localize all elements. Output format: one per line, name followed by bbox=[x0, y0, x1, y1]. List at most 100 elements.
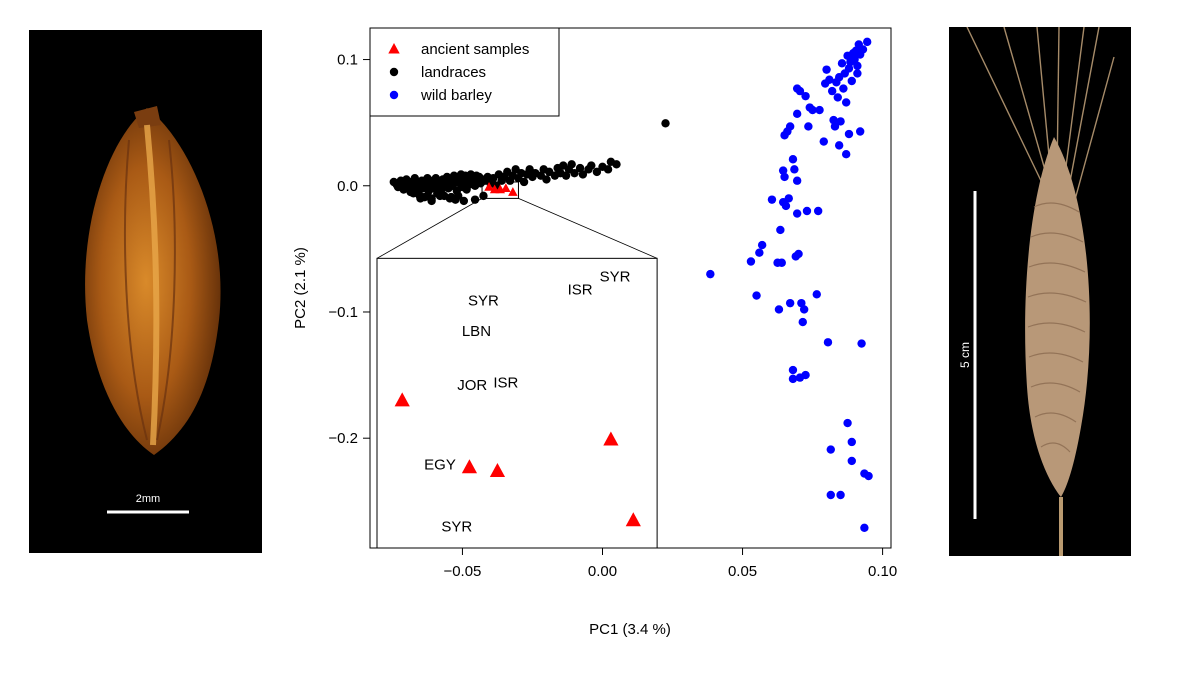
wild-barley-point bbox=[792, 109, 802, 119]
wild-barley-point bbox=[777, 258, 786, 267]
wild-barley-point bbox=[752, 291, 761, 300]
wild-barley-point bbox=[830, 122, 840, 131]
landraces-point bbox=[567, 160, 576, 169]
landraces-point bbox=[578, 170, 588, 179]
wild-barley-point bbox=[808, 105, 817, 115]
inset-country-label: ISR bbox=[493, 375, 518, 392]
landraces-point bbox=[587, 161, 596, 170]
series-ancient-samples bbox=[484, 182, 518, 196]
zoom-connector-left bbox=[376, 198, 483, 259]
wild-barley-point bbox=[827, 86, 837, 96]
series-wild-barley bbox=[706, 37, 873, 533]
x-tick-label: 0.10 bbox=[868, 563, 897, 580]
spike-scale-label: 5 cm bbox=[958, 342, 972, 368]
landraces-point bbox=[435, 191, 445, 201]
x-tick-label: 0.05 bbox=[728, 563, 757, 580]
wild-barley-point bbox=[788, 374, 798, 384]
legend-label: wild barley bbox=[420, 87, 492, 104]
wild-barley-point bbox=[792, 176, 802, 185]
inset-ancient-sample-marker bbox=[603, 431, 619, 446]
wild-barley-point bbox=[857, 339, 866, 348]
wild-barley-point bbox=[794, 249, 803, 259]
y-axis-label: PC2 (2.1 %) bbox=[292, 247, 309, 329]
wild-barley-point bbox=[822, 65, 831, 74]
wild-barley-point bbox=[706, 269, 715, 279]
wild-barley-point bbox=[826, 490, 835, 500]
barley-grain-photo: 2mm bbox=[29, 30, 262, 553]
inset-ancient-sample-marker bbox=[625, 512, 641, 527]
wild-barley-point bbox=[815, 105, 824, 115]
wild-barley-point bbox=[853, 61, 862, 71]
wild-barley-point bbox=[833, 93, 842, 102]
wild-barley-point bbox=[792, 209, 802, 218]
landraces-point bbox=[592, 167, 602, 177]
inset-country-label: EGY bbox=[424, 457, 456, 474]
barley-grain-illustration: 2mm bbox=[85, 106, 221, 514]
grain-scale-label: 2mm bbox=[136, 493, 160, 505]
landraces-point bbox=[603, 165, 613, 174]
landraces-point bbox=[409, 189, 418, 198]
inset-ancient-sample-marker bbox=[489, 463, 506, 478]
y-axis: −0.2 −0.1 0.0 0.1 bbox=[328, 52, 370, 447]
landraces-point bbox=[427, 196, 436, 206]
wild-barley-point bbox=[757, 240, 767, 250]
y-tick-label: 0.0 bbox=[337, 178, 358, 195]
wild-barley-point bbox=[804, 122, 813, 131]
ancient-sample-point bbox=[484, 182, 494, 191]
landraces-point bbox=[542, 175, 551, 184]
wild-barley-point bbox=[812, 290, 821, 299]
landraces-point bbox=[561, 171, 571, 180]
wild-barley-point bbox=[855, 127, 865, 136]
legend-box bbox=[369, 27, 560, 117]
legend-label: landraces bbox=[421, 64, 486, 81]
x-axis: −0.05 0.00 0.05 0.10 bbox=[443, 548, 897, 580]
inset-country-label: JOR bbox=[457, 377, 487, 394]
landraces-point bbox=[459, 196, 469, 206]
wild-barley-point bbox=[841, 150, 851, 159]
inset-frame bbox=[376, 257, 658, 549]
wild-barley-point bbox=[844, 129, 854, 139]
barley-spike-illustration: 5 cm bbox=[958, 27, 1115, 556]
x-tick-label: 0.00 bbox=[588, 563, 617, 580]
wild-barley-point bbox=[826, 445, 835, 454]
wild-barley-point bbox=[767, 195, 777, 204]
wild-barley-point bbox=[834, 141, 844, 150]
wild-barley-point bbox=[836, 490, 845, 500]
wild-barley-point bbox=[746, 257, 756, 266]
landraces-point bbox=[470, 195, 480, 204]
ancient-sample-point bbox=[508, 187, 518, 196]
wild-barley-point bbox=[837, 59, 847, 68]
landraces-point bbox=[661, 119, 670, 128]
wild-barley-point bbox=[858, 45, 868, 54]
wild-barley-point bbox=[788, 365, 798, 375]
y-tick-label: 0.1 bbox=[337, 52, 358, 69]
wild-barley-point bbox=[778, 166, 788, 175]
x-tick-label: −0.05 bbox=[443, 563, 481, 580]
wild-barley-point bbox=[788, 155, 798, 164]
landraces-point bbox=[454, 191, 463, 201]
wild-barley-point bbox=[853, 69, 862, 78]
plot-frame bbox=[369, 27, 892, 549]
barley-spike-photo: 5 cm bbox=[949, 27, 1131, 556]
landraces-point bbox=[479, 191, 488, 201]
landraces-point bbox=[570, 168, 579, 178]
zoom-connector-right bbox=[518, 198, 658, 259]
inset-ancient-sample-marker bbox=[394, 392, 410, 407]
wild-barley-point bbox=[785, 298, 795, 308]
wild-barley-point bbox=[784, 194, 793, 203]
wild-barley-point bbox=[781, 201, 791, 211]
wild-barley-point bbox=[850, 55, 859, 64]
landraces-point bbox=[416, 194, 425, 203]
wild-barley-point bbox=[798, 317, 807, 327]
wild-barley-point bbox=[797, 298, 806, 308]
wild-barley-point bbox=[774, 305, 784, 314]
inset-ancient-sample-marker bbox=[461, 459, 478, 474]
inset-country-label: LBN bbox=[462, 323, 491, 340]
wild-barley-point bbox=[825, 75, 834, 84]
landraces-point bbox=[612, 160, 621, 169]
wild-barley-point bbox=[790, 165, 799, 174]
wild-barley-point bbox=[780, 172, 789, 182]
wild-barley-point bbox=[776, 225, 785, 235]
wild-barley-point bbox=[864, 471, 873, 481]
